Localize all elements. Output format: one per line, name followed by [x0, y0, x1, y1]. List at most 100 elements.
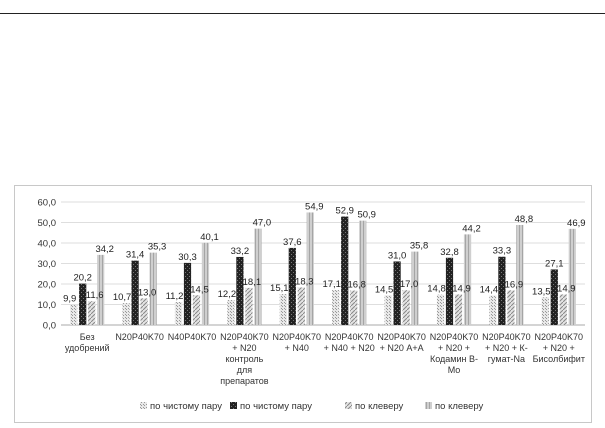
bar-chart: 0,0 10,0 20,0 30,0 40,0 50,0 60,0 9,9 20,2 11,6 3… — [38, 198, 586, 413]
data-label: 14,5 — [375, 284, 394, 295]
legend-swatch — [345, 402, 352, 409]
x-category-label: для — [237, 365, 253, 375]
data-label: 18,3 — [295, 276, 314, 287]
x-category-label: N20P40K70 — [535, 332, 584, 342]
bar-s4 — [359, 220, 367, 325]
data-label: 52,9 — [335, 206, 354, 217]
bar-s2 — [131, 260, 139, 325]
legend-swatch — [425, 402, 432, 409]
bar-s1 — [227, 299, 235, 325]
data-label: 40,1 — [200, 232, 219, 243]
data-label: 44,2 — [462, 223, 481, 234]
bar-s3 — [559, 294, 567, 325]
bar-s1 — [489, 295, 497, 325]
data-label: 32,8 — [440, 247, 459, 258]
x-category-label: + N20 + — [543, 343, 575, 353]
bar-s3 — [140, 298, 148, 325]
bar-s2 — [341, 216, 349, 325]
data-label: 37,6 — [283, 237, 302, 248]
y-axis: 0,0 10,0 20,0 30,0 40,0 50,0 60,0 — [38, 198, 57, 332]
data-label: 14,9 — [557, 283, 576, 294]
x-category-label: + N20 + — [438, 343, 470, 353]
bar-s4 — [568, 228, 576, 325]
data-label: 46,9 — [567, 218, 586, 229]
data-label: 14,4 — [480, 284, 499, 295]
data-label: 16,9 — [505, 279, 524, 290]
bar-s1 — [384, 295, 392, 325]
data-label: 14,8 — [427, 284, 446, 295]
x-category-label: + N40 — [285, 343, 309, 353]
bar-s2 — [393, 261, 401, 325]
legend-swatch — [140, 402, 147, 409]
x-category-label: гумат-Na — [488, 354, 525, 364]
bar-s3 — [245, 287, 253, 325]
legend: по чистому пару по чистому пару по клеверу… — [140, 401, 484, 412]
data-label: 17,0 — [400, 279, 419, 290]
x-category-label: Без — [80, 332, 95, 342]
bar-s3 — [88, 301, 96, 325]
data-label: 12,2 — [218, 289, 237, 300]
x-category-label: N40P40K70 — [168, 332, 217, 342]
x-category-label: + N20 А+А — [380, 343, 424, 353]
bar-s4 — [201, 242, 210, 325]
x-category-label: N20P40K70 — [220, 332, 269, 342]
x-category-label: + N20 + К- — [485, 343, 528, 353]
x-category-label: Кодамин В- — [430, 354, 478, 364]
bar-s2 — [183, 262, 192, 325]
x-category-label: Мо — [448, 365, 461, 375]
bar-s3 — [297, 287, 305, 325]
data-label: 48,8 — [515, 214, 534, 225]
bar-s3 — [454, 294, 463, 325]
bar-s2 — [288, 247, 296, 325]
data-label: 34,2 — [95, 244, 114, 255]
top-rule — [0, 13, 605, 14]
data-label: 47,0 — [253, 218, 272, 229]
bar-s1 — [436, 294, 445, 325]
y-tick-label: 10,0 — [38, 300, 57, 311]
data-label: 13,0 — [138, 287, 157, 298]
data-label: 15,1 — [270, 283, 289, 294]
data-label: 13,5 — [532, 286, 551, 297]
y-tick-label: 20,0 — [38, 280, 57, 291]
data-label: 18,1 — [243, 277, 262, 288]
x-category-label: N20P40K70 — [377, 332, 426, 342]
gridlines — [61, 201, 585, 326]
x-category-label: N20P40K70 — [430, 332, 479, 342]
y-tick-label: 40,0 — [38, 239, 57, 250]
data-label: 10,7 — [113, 292, 132, 303]
y-tick-label: 30,0 — [38, 259, 57, 270]
y-tick-label: 50,0 — [38, 218, 57, 229]
y-tick-label: 60,0 — [38, 198, 57, 209]
chart-container: 0,0 10,0 20,0 30,0 40,0 50,0 60,0 9,9 20,2 11,6 3… — [14, 185, 592, 423]
data-label: 35,8 — [410, 241, 429, 252]
bar-s2 — [79, 283, 87, 325]
data-label: 50,9 — [357, 210, 376, 221]
data-label: 16,8 — [347, 280, 366, 291]
bar-s1 — [279, 294, 287, 325]
bar-s2 — [498, 256, 506, 325]
data-label: 31,0 — [388, 250, 407, 261]
x-category-label: + N20 — [232, 343, 256, 353]
bar-s4 — [463, 234, 472, 325]
data-label: 14,9 — [452, 283, 471, 294]
bar-s3 — [350, 290, 358, 325]
data-labels: 9,9 20,2 11,6 34,2 10,7 31,4 13,0 35,3 11,2 30,3 1… — [63, 201, 585, 304]
legend-label: по клеверу — [355, 401, 404, 412]
data-label: 17,1 — [322, 279, 341, 290]
data-label: 11,6 — [86, 290, 104, 301]
data-label: 27,1 — [545, 258, 564, 269]
legend-label: по клеверу — [435, 401, 484, 412]
x-category-label: + N40 + N20 — [324, 343, 375, 353]
data-label: 35,3 — [148, 242, 167, 253]
x-category-label: N20P40K70 — [273, 332, 322, 342]
data-label: 33,2 — [231, 246, 250, 257]
bar-s4 — [411, 251, 419, 325]
bar-s4 — [149, 252, 157, 325]
x-category-label: препаратов — [220, 376, 269, 386]
bar-s2 — [445, 257, 454, 325]
y-tick-label: 0,0 — [43, 321, 56, 332]
bars — [70, 212, 576, 325]
bar-s4 — [516, 224, 524, 325]
x-category-label: N20P40K70 — [325, 332, 374, 342]
